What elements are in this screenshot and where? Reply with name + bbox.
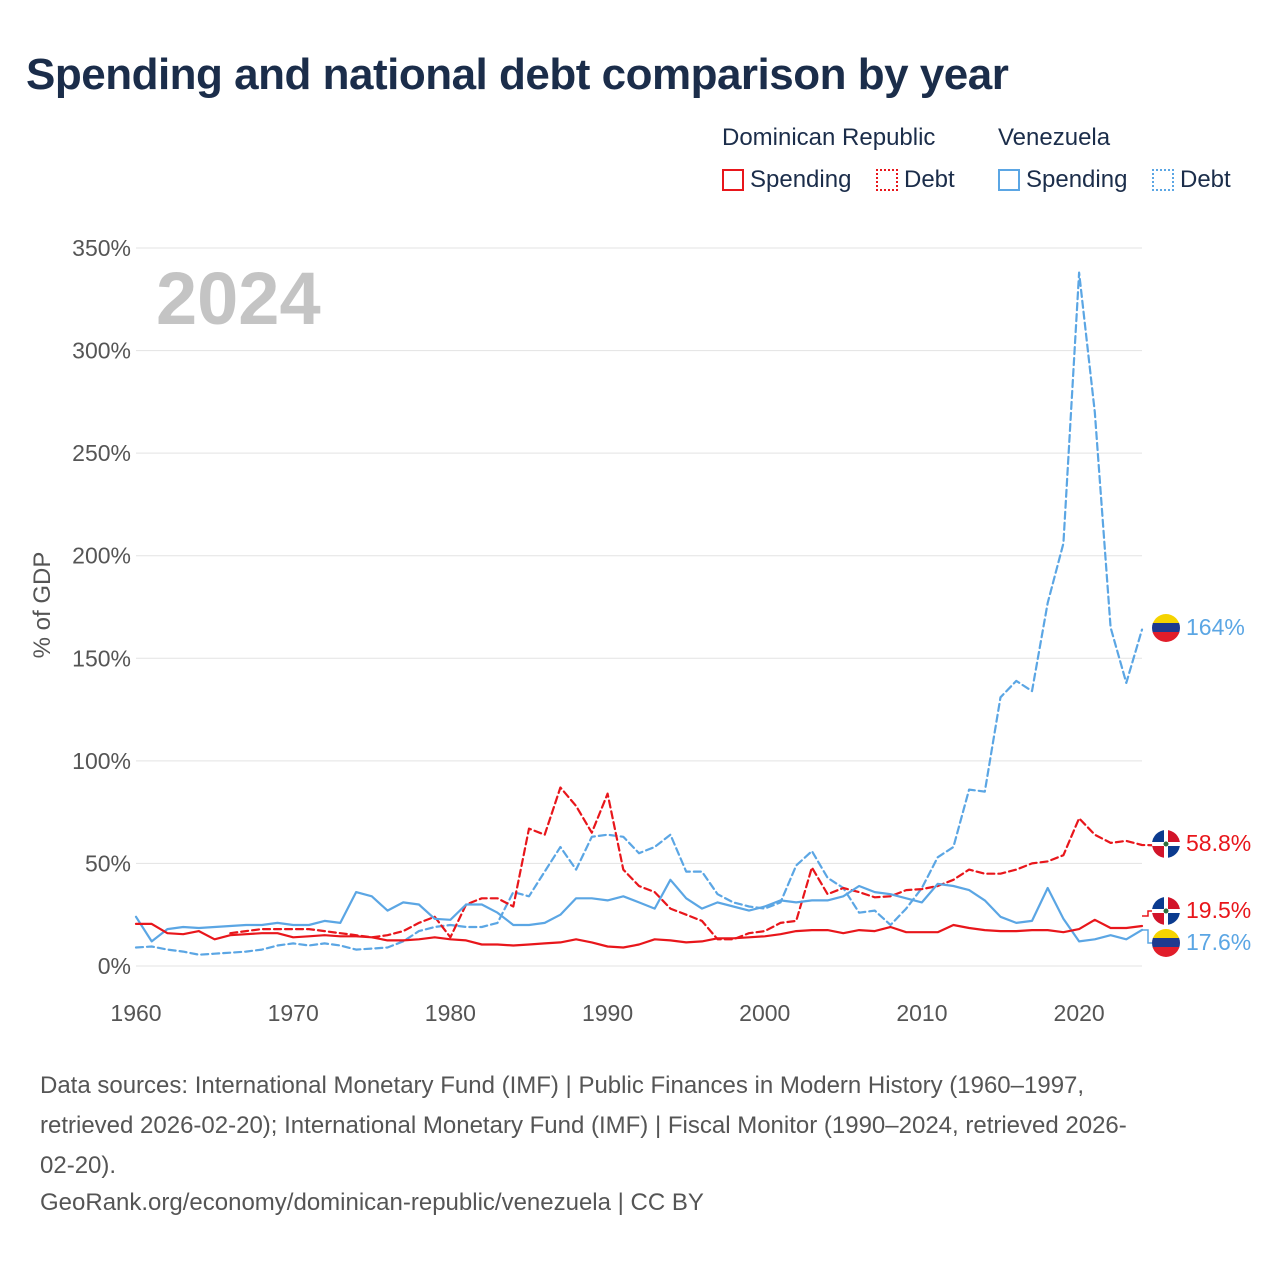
end-label-venezuela-spending: 17.6% bbox=[1186, 929, 1251, 955]
legend-item-dr-debt[interactable]: Debt bbox=[876, 166, 955, 194]
legend-swatch-solid bbox=[722, 169, 744, 191]
end-label-dr-debt: 58.8% bbox=[1186, 830, 1251, 856]
x-tick-label: 1970 bbox=[268, 1000, 319, 1026]
legend-item-ve-debt[interactable]: Debt bbox=[1152, 166, 1231, 194]
y-axis-ticks: 0% 50% 100% 150% 200% 250% 300% 350% bbox=[72, 235, 131, 979]
legend-label: Spending bbox=[750, 166, 852, 193]
source-link[interactable]: GeoRank.org/economy/dominican-republic/v… bbox=[40, 1189, 704, 1216]
x-tick-label: 2020 bbox=[1054, 1000, 1105, 1026]
y-tick-label: 100% bbox=[72, 748, 131, 774]
year-watermark: 2024 bbox=[156, 257, 321, 340]
dominican-republic-flag-icon bbox=[1152, 830, 1180, 858]
legend-item-ve-spending[interactable]: Spending bbox=[998, 166, 1127, 194]
end-label-dr-spending: 19.5% bbox=[1186, 897, 1251, 923]
x-tick-label: 1980 bbox=[425, 1000, 476, 1026]
x-axis-ticks: 1960 1970 1980 1990 2000 2010 2020 bbox=[110, 1000, 1104, 1026]
legend-swatch-dotted bbox=[876, 169, 898, 191]
gridlines bbox=[136, 247, 1142, 967]
x-tick-label: 2000 bbox=[739, 1000, 790, 1026]
dominican-republic-flag-icon bbox=[1152, 897, 1180, 925]
legend-country-venezuela: Venezuela bbox=[998, 124, 1111, 151]
y-tick-label: 0% bbox=[98, 953, 131, 979]
legend-swatch-solid bbox=[998, 169, 1020, 191]
source-note-line-3: 02-20). bbox=[40, 1152, 117, 1179]
source-note-line-1: Data sources: International Monetary Fun… bbox=[40, 1072, 1085, 1099]
series-line-dominican-republic-spending bbox=[134, 918, 1144, 949]
y-tick-label: 200% bbox=[72, 543, 131, 569]
series-line-dominican-republic-debt bbox=[229, 786, 1159, 941]
legend-swatch-dotted bbox=[1152, 169, 1174, 191]
chart-title: Spending and national debt comparison by… bbox=[26, 50, 1009, 99]
chart-svg: 0%50%100%150%200%250%300%350% 1960 1970 19… bbox=[29, 235, 1251, 1026]
venezuela-flag-icon bbox=[1152, 614, 1180, 642]
series-line-venezuela-debt bbox=[134, 271, 1144, 956]
end-label-venezuela-debt: 164% bbox=[1186, 614, 1245, 640]
x-tick-label: 1990 bbox=[582, 1000, 633, 1026]
y-tick-label: 250% bbox=[72, 440, 131, 466]
legend-country-dominican-republic: Dominican Republic bbox=[722, 124, 936, 151]
y-tick-label: 150% bbox=[72, 645, 131, 671]
y-tick-label: 50% bbox=[85, 850, 131, 876]
y-tick-label: 300% bbox=[72, 338, 131, 364]
x-tick-label: 1960 bbox=[110, 1000, 161, 1026]
series-line-venezuela-spending bbox=[134, 878, 1144, 943]
venezuela-flag-icon bbox=[1152, 929, 1180, 957]
legend-label: Debt bbox=[904, 166, 955, 193]
legend-item-dr-spending[interactable]: Spending bbox=[722, 166, 851, 194]
series-lines bbox=[134, 271, 1159, 956]
y-axis-label: % of GDP bbox=[29, 552, 56, 659]
legend-label: Debt bbox=[1180, 166, 1231, 193]
end-connectors bbox=[1142, 910, 1152, 944]
y-tick-label: 350% bbox=[72, 235, 131, 261]
legend-label: Spending bbox=[1026, 166, 1128, 193]
source-note-line-2: retrieved 2026-02-20); International Mon… bbox=[40, 1112, 1127, 1139]
x-tick-label: 2010 bbox=[896, 1000, 947, 1026]
